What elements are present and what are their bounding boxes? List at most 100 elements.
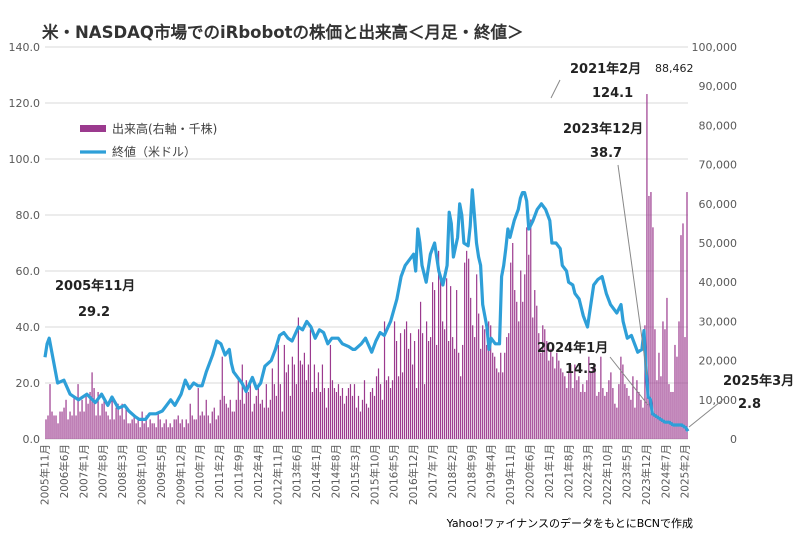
x-tick-label: 2013年6月 [291,444,304,498]
volume-bar [135,423,137,439]
volume-bar [383,321,386,439]
volume-bar [375,376,378,439]
volume-bar [145,415,147,439]
volume-bar [536,305,538,439]
volume-bar [201,411,203,439]
volume-bar [516,301,518,439]
volume-bar [652,227,654,439]
volume-bar [63,407,65,439]
volume-bar [586,380,588,439]
volume-bar [590,372,592,439]
volume-bar [413,341,416,439]
volume-bar [684,337,686,439]
volume-bar [61,411,63,439]
volume-bar [654,329,656,439]
volume-bar [558,360,560,439]
volume-bar [77,384,79,439]
volume-bar [305,380,308,439]
volume-bar [606,391,608,439]
volume-bar [496,368,498,439]
volume-bar [253,403,255,439]
right-tick-label: 60,000 [699,198,738,211]
volume-bar [379,384,382,439]
volume-bar [343,403,346,439]
volume-bar [628,395,630,439]
volume-bar [484,329,486,439]
volume-bar [275,395,277,439]
volume-bar [211,411,213,439]
volume-bar [630,399,632,439]
volume-bar [468,258,470,439]
volume-bar [660,376,662,439]
volume-bar [409,333,412,439]
x-tick-label: 2016年12月 [407,444,420,505]
volume-bar [540,352,542,439]
volume-bar [171,427,173,439]
annotation-2024-01-value: 14.3 [565,362,597,377]
x-tick-label: 2022年3月 [582,444,595,498]
volume-bar [121,403,123,439]
volume-bar [359,411,362,439]
volume-bar [672,391,674,439]
right-tick-label: 30,000 [699,315,738,328]
volume-bar [101,403,103,439]
volume-bar [429,337,432,439]
right-tick-label: 90,000 [699,80,738,93]
volume-bar [323,388,326,439]
volume-bar [53,415,55,439]
volume-bar [337,384,340,439]
volume-bar [181,419,183,439]
volume-bar [339,395,342,439]
volume-bar [129,423,131,439]
volume-bar [187,423,189,439]
volume-bars [45,94,688,439]
volume-bar [662,321,664,439]
volume-bar [325,407,328,439]
volume-bar [83,411,85,439]
volume-bar [546,341,548,439]
volume-bar [335,391,338,439]
volume-bar [51,411,53,439]
volume-bar [365,403,368,439]
volume-bar [598,391,600,439]
volume-bar [610,372,612,439]
volume-bar [612,388,614,439]
volume-bar [251,411,253,439]
volume-bar [317,372,320,439]
volume-bar [59,411,61,439]
volume-bar [265,384,267,439]
volume-bar [161,427,163,439]
x-tick-label: 2016年5月 [388,444,401,498]
right-tick-label: 20,000 [699,355,738,368]
volume-bar [199,415,201,439]
annotation-2005-11-value: 29.2 [78,305,110,320]
volume-bar [618,384,620,439]
volume-bar [604,395,606,439]
volume-bar [620,356,622,439]
volume-bar [458,352,460,439]
annotation-2023-12-date: 2023年12月 [563,121,643,137]
volume-bar [588,356,590,439]
volume-bar [377,368,380,439]
volume-bar [231,411,233,439]
volume-bar [155,427,157,439]
volume-bar [103,399,105,439]
x-tick-label: 2020年6月 [524,444,537,498]
annotation-volume-peak: 88,462 [655,62,694,75]
x-tick-label: 2009年5月 [155,444,168,498]
x-tick-label: 2012年4月 [252,444,265,498]
volume-bar [183,427,185,439]
volume-bar [594,364,596,439]
volume-bar [554,368,556,439]
volume-bar [401,372,404,439]
volume-bar [243,403,245,439]
volume-bar [650,192,652,439]
volume-bar [109,419,111,439]
volume-bar [351,395,354,439]
gridlines [45,46,688,440]
volume-bar [273,384,275,439]
x-axis-ticks: 2005年11月 2006年6月 2007年1月 2007年8月 2008年3月 2008… [39,444,692,505]
volume-bar [237,380,239,439]
volume-bar [223,395,225,439]
x-tick-label: 2015年10月 [368,444,381,505]
